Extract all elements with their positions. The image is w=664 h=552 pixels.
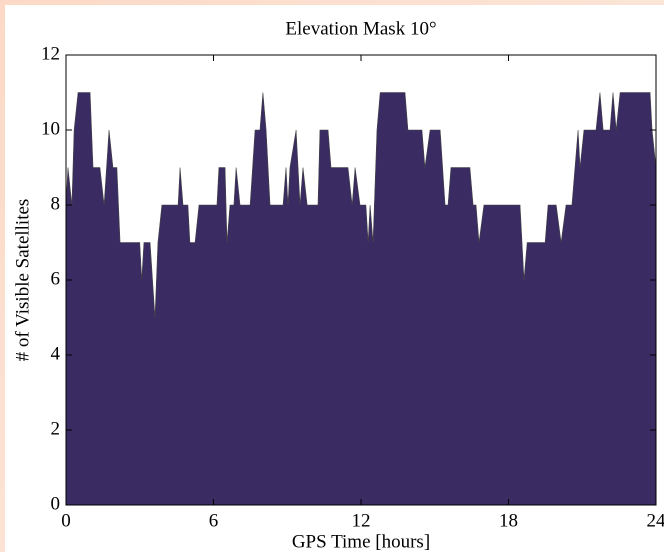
- chart-title: Elevation Mask 10°: [285, 18, 436, 39]
- x-tick-label: 0: [61, 510, 71, 531]
- y-tick-label: 2: [51, 418, 61, 439]
- y-tick-label: 10: [41, 118, 60, 139]
- y-tick-label: 6: [51, 268, 61, 289]
- y-tick-label: 0: [51, 493, 61, 514]
- y-tick-label: 4: [51, 343, 61, 364]
- x-tick-label: 18: [499, 510, 518, 531]
- y-axis-label: # of Visible Satellites: [12, 199, 33, 362]
- y-tick-label: 12: [41, 43, 60, 64]
- x-axis-label: GPS Time [hours]: [292, 531, 430, 552]
- x-tick-label: 24: [647, 510, 664, 531]
- x-tick-label: 12: [352, 510, 371, 531]
- x-tick-label: 6: [209, 510, 219, 531]
- area: [65, 92, 657, 506]
- y-tick-label: 8: [51, 193, 61, 214]
